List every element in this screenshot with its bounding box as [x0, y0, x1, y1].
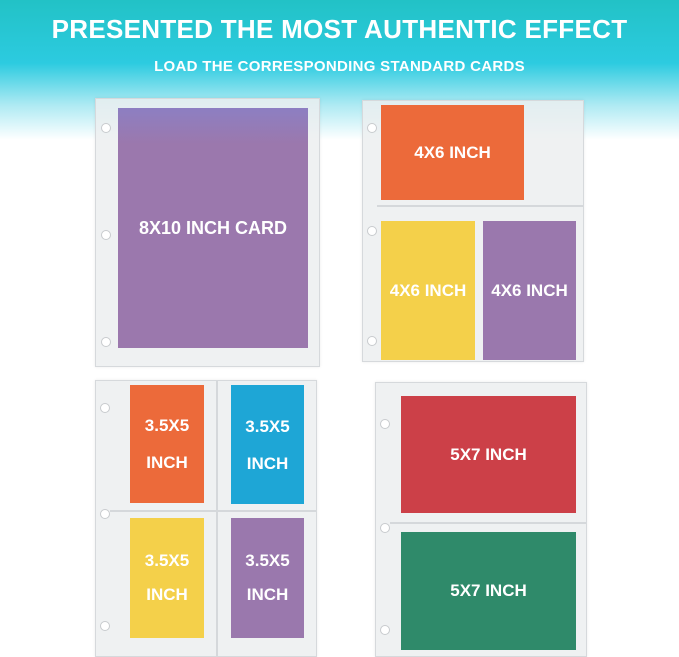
hole — [101, 337, 111, 347]
hole — [367, 336, 377, 346]
card: 4X6 INCH — [381, 105, 524, 200]
hole — [101, 230, 111, 240]
card-label: INCH — [246, 453, 289, 473]
card-label: 4X6 INCH — [389, 280, 467, 300]
hole — [380, 625, 390, 635]
card: 4X6 INCH — [483, 221, 576, 360]
hole — [100, 621, 110, 631]
card: 8X10 INCH CARD — [118, 108, 308, 348]
title: PRESENTED THE MOST AUTHENTIC EFFECT — [51, 14, 628, 44]
hole — [380, 523, 390, 533]
card: 5X7 INCH — [401, 532, 576, 650]
card-label: 3.5X5 — [144, 551, 190, 570]
card-label: 5X7 INCH — [450, 444, 527, 464]
card-label: 4X6 INCH — [414, 142, 491, 162]
card: 4X6 INCH — [381, 221, 475, 360]
card-label: INCH — [146, 585, 188, 604]
hole — [367, 226, 377, 236]
hole — [367, 123, 377, 133]
card-label: INCH — [146, 453, 188, 472]
subtitle: LOAD THE CORRESPONDING STANDARD CARDS — [154, 58, 525, 75]
hole — [100, 509, 110, 519]
card-label: 3.5X5 — [245, 551, 290, 570]
card: 3.5X5 INCH — [130, 385, 204, 503]
divider — [390, 522, 586, 524]
hole — [380, 419, 390, 429]
card-label: 3.5X5 — [245, 416, 290, 436]
divider — [216, 381, 218, 656]
card-label: 3.5X5 — [144, 416, 190, 435]
card: 3.5X5 INCH — [231, 518, 304, 638]
divider — [377, 205, 583, 207]
hole — [100, 403, 110, 413]
card-label: 5X7 INCH — [450, 581, 527, 600]
hole — [101, 123, 111, 133]
card: 5X7 INCH — [401, 396, 576, 513]
card: 3.5X5 INCH — [130, 518, 204, 638]
divider — [110, 510, 316, 512]
card-label: 8X10 INCH CARD — [138, 217, 288, 238]
card: 3.5X5 INCH — [231, 385, 304, 504]
card-label: INCH — [246, 585, 289, 604]
card-label: 4X6 INCH — [491, 280, 568, 300]
